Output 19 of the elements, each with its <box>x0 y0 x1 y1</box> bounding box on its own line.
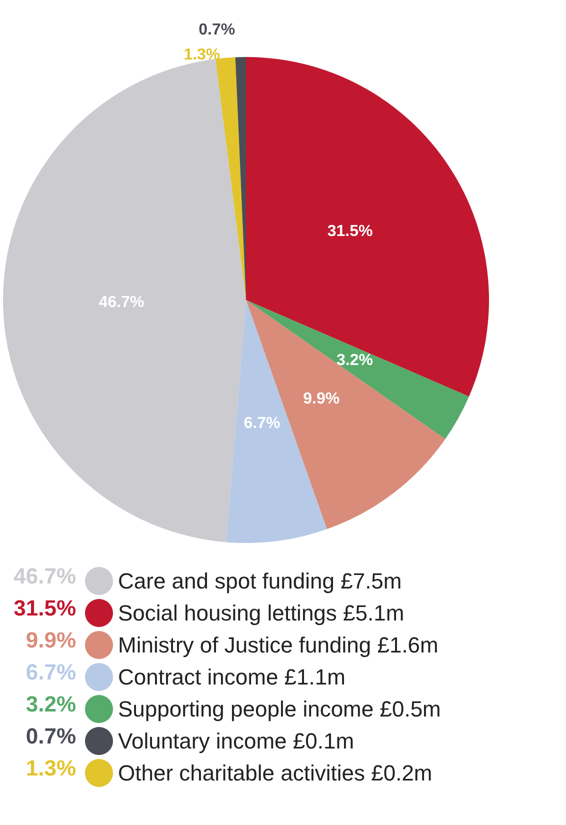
legend-label: Ministry of Justice funding £1.6m <box>118 632 438 658</box>
data-label: 1.3% <box>184 46 220 64</box>
text: 0.7% <box>26 724 76 748</box>
data-label: 9.9% <box>303 390 340 408</box>
text: 3.2% <box>26 692 76 716</box>
data-label: 6.7% <box>244 414 280 432</box>
legend-label: Supporting people income £0.5m <box>118 696 441 722</box>
legend-label: Contract income £1.1m <box>118 664 346 690</box>
legend-label: Care and spot funding £7.5m <box>118 568 402 594</box>
legend-label: Voluntary income £0.1m <box>118 728 354 754</box>
text: 1.3% <box>26 756 76 780</box>
text: 9.9% <box>26 628 76 652</box>
text: 6.7% <box>26 660 76 684</box>
data-label: 0.7% <box>198 22 236 39</box>
data-label: 3.2% <box>336 352 373 370</box>
legend-label: Other charitable activities £0.2m <box>118 760 432 786</box>
legend-label: Social housing lettings £5.1m <box>118 600 404 626</box>
text: 31.5% <box>14 596 76 620</box>
data-label: 31.5% <box>327 223 373 240</box>
